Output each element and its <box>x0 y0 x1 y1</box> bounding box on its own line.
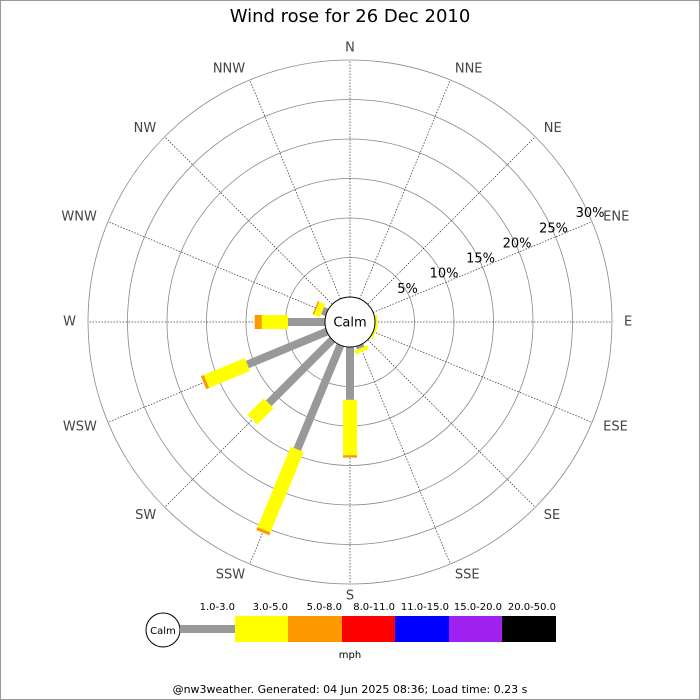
footer: @nw3weather. Generated: 04 Jun 2025 08:3… <box>173 683 528 696</box>
calm-label: Calm <box>333 316 366 331</box>
direction-label: NW <box>134 121 157 136</box>
direction-label: WSW <box>63 419 97 434</box>
ring-label: 5% <box>397 282 418 297</box>
ring-label: 15% <box>466 252 495 267</box>
unit-label: mph <box>339 650 361 661</box>
spoke <box>372 221 593 313</box>
grid-ring <box>166 138 534 506</box>
spoke <box>372 331 593 423</box>
bar-segment <box>312 301 320 315</box>
direction-label: SE <box>544 508 560 523</box>
ring-label: 30% <box>576 206 605 221</box>
ring-label: 10% <box>430 267 459 282</box>
grid-ring <box>87 59 613 585</box>
legend-swatch <box>342 616 395 642</box>
spoke <box>164 136 333 305</box>
legend-swatch <box>449 616 502 642</box>
legend-swatch <box>288 616 342 642</box>
direction-label: SW <box>135 508 156 523</box>
legend-label: 20.0-50.0 <box>508 602 556 613</box>
direction-label: ESE <box>603 419 628 434</box>
legend-label: 5.0-8.0 <box>307 602 342 613</box>
grid-ring <box>127 99 573 545</box>
legend-label: 15.0-20.0 <box>454 602 502 613</box>
calm-circle <box>324 296 376 348</box>
legend-swatch <box>395 616 449 642</box>
bar-segment <box>200 374 210 390</box>
ring-label: 20% <box>503 236 532 251</box>
spoke <box>249 79 341 300</box>
spoke <box>359 79 451 300</box>
bar-segment <box>314 301 326 318</box>
spoke <box>367 136 536 305</box>
legend-swatch <box>502 616 556 642</box>
bar-segment <box>256 527 271 536</box>
legend-label: 8.0-11.0 <box>353 602 395 613</box>
ring-label: 25% <box>539 221 568 236</box>
spoke <box>359 344 451 565</box>
bar-segment <box>293 343 345 451</box>
bar-segment <box>265 336 336 407</box>
legend-label: 1.0-3.0 <box>200 602 235 613</box>
legend-label: 3.0-5.0 <box>253 602 288 613</box>
direction-label: E <box>624 315 632 330</box>
direction-label: N <box>345 41 355 56</box>
direction-label: S <box>346 589 354 604</box>
bar-segment <box>320 306 329 317</box>
spoke <box>367 339 536 508</box>
direction-label: W <box>63 315 76 330</box>
direction-label: ENE <box>603 210 629 225</box>
legend-label: 11.0-15.0 <box>401 602 449 613</box>
legend-swatch <box>235 616 288 642</box>
bar-segment <box>247 398 274 425</box>
bar-segment <box>203 358 251 388</box>
chart-title: Wind rose for 26 Dec 2010 <box>230 6 471 27</box>
bar-segment <box>355 343 365 350</box>
bar-segment <box>257 446 304 533</box>
direction-label: NNE <box>455 61 483 76</box>
direction-label: NE <box>544 121 562 136</box>
legend-calm-label: Calm <box>150 626 176 637</box>
direction-label: SSE <box>455 568 480 583</box>
direction-label: SSW <box>216 568 246 583</box>
legend-swatch <box>180 625 235 633</box>
bar-segment <box>354 345 369 355</box>
spoke <box>107 221 328 313</box>
direction-label: NNW <box>213 61 245 76</box>
bar-segment <box>245 327 329 369</box>
direction-label: WNW <box>61 210 97 225</box>
